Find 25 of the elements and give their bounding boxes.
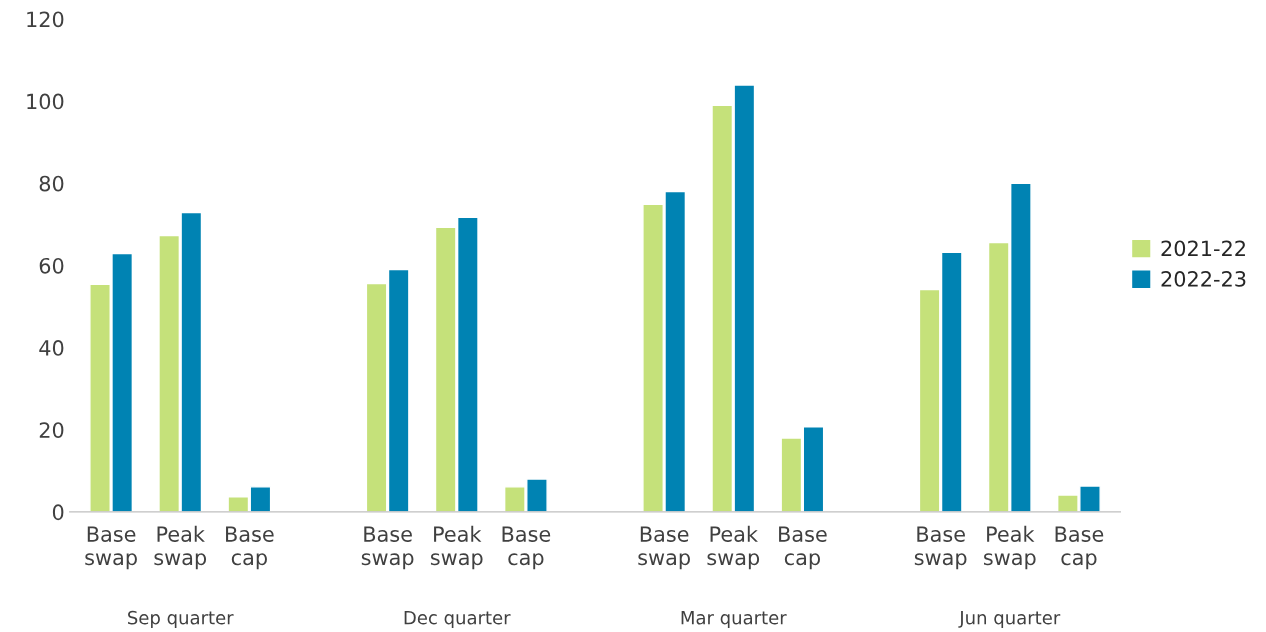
x-tick-label: Base cap [779,526,827,570]
x-tick-label: Base swap [638,526,690,570]
x-tick-label: Base swap [914,526,967,570]
y-tick-label: 120 [27,11,64,28]
y-tick-label: 0 [52,504,64,521]
y-tick-label: 100 [27,93,64,110]
y-tick-label: 20 [39,422,64,438]
text: Dec quarter [404,611,511,628]
legend-label: 2021-22 [1161,240,1245,257]
text: Sep quarter [128,610,234,628]
legend-label: 2022-23 [1161,271,1246,287]
y-tick-label: 80 [39,175,64,192]
x-tick-label: Base cap [226,526,274,570]
y-tick-label: 60 [39,257,64,274]
y-tick-label: 40 [39,340,64,356]
x-tick-label: Peak swap [430,525,483,570]
x-tick-label: Base cap [1055,526,1104,570]
x-tick-label: Peak swap [154,525,207,570]
x-tick-label: Peak swap [983,525,1036,570]
x-tick-label: Base swap [361,526,414,570]
x-tick-label: Base cap [502,526,551,570]
text: Mar quarter [681,611,787,628]
text: Jun quarter [958,611,1061,628]
x-tick-label: Base swap [85,526,137,570]
x-tick-label: Peak swap [707,525,760,570]
